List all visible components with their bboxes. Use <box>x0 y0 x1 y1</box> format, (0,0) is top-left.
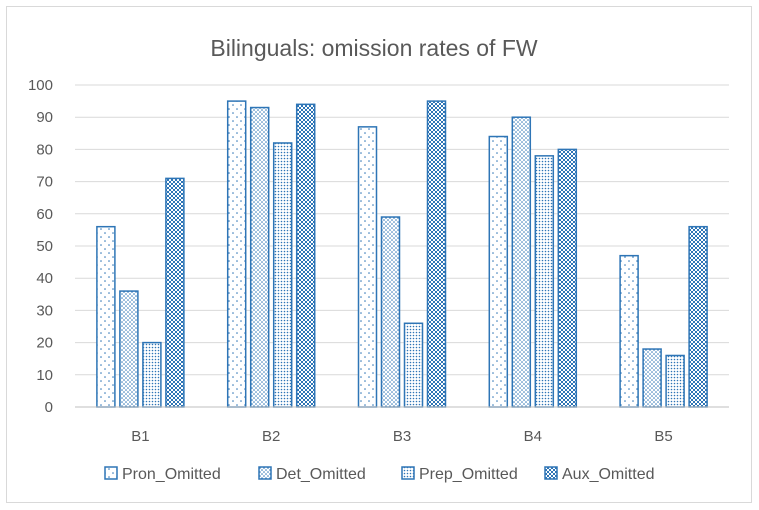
y-tick-label: 60 <box>36 206 53 223</box>
y-tick-label: 100 <box>28 77 53 94</box>
x-tick-label: B4 <box>524 428 542 445</box>
y-tick-label: 90 <box>36 109 53 126</box>
legend-swatch <box>401 466 415 480</box>
legend-label: Pron_Omitted <box>122 466 221 483</box>
bar-pron-omitted-b5 <box>619 254 639 408</box>
bar-aux-omitted-b1 <box>165 177 185 408</box>
legend-label: Aux_Omitted <box>562 466 654 483</box>
chart-title: Bilinguals: omission rates of FW <box>210 35 538 61</box>
y-tick-label: 40 <box>36 270 53 287</box>
bar-det-omitted-b1 <box>119 290 139 408</box>
bar-det-omitted-b4 <box>511 116 532 408</box>
legend-swatch <box>544 466 558 480</box>
bar-pron-omitted-b4 <box>488 135 509 408</box>
chart-frame: Bilinguals: omission rates of FW 0 10 20 30… <box>6 6 752 503</box>
legend-swatch <box>258 466 272 480</box>
bar-pron-omitted-b2 <box>226 100 247 408</box>
bar-prep-omitted-b3 <box>403 322 424 408</box>
x-axis-ticks: B1 B2 B3 B4 B5 <box>131 428 673 445</box>
bar-aux-omitted-b4 <box>557 148 578 408</box>
bar-det-omitted-b3 <box>380 216 401 408</box>
legend-label: Det_Omitted <box>276 466 366 483</box>
bar-aux-omitted-b2 <box>295 103 316 408</box>
y-axis-ticks: 0 10 20 30 40 50 60 70 80 90 100 <box>28 77 53 416</box>
legend: Pron_Omitted Det_Omitted Prep_Omitted Aux_O… <box>104 466 654 483</box>
y-tick-label: 0 <box>45 399 53 416</box>
y-tick-label: 70 <box>36 174 53 191</box>
bar-aux-omitted-b5 <box>688 225 708 408</box>
x-tick-label: B1 <box>131 428 149 445</box>
x-tick-label: B2 <box>262 428 280 445</box>
bar-prep-omitted-b1 <box>142 341 162 408</box>
bars <box>96 100 708 408</box>
bar-prep-omitted-b4 <box>534 155 555 408</box>
y-tick-label: 50 <box>36 238 53 255</box>
bar-prep-omitted-b2 <box>272 142 293 408</box>
bar-prep-omitted-b5 <box>665 354 685 408</box>
x-tick-label: B5 <box>654 428 672 445</box>
bar-det-omitted-b5 <box>642 348 662 408</box>
x-tick-label: B3 <box>393 428 411 445</box>
bar-det-omitted-b2 <box>249 106 270 408</box>
chart-svg: Bilinguals: omission rates of FW 0 10 20 30… <box>28 35 729 483</box>
bar-aux-omitted-b3 <box>426 100 447 408</box>
y-tick-label: 80 <box>36 141 53 158</box>
y-tick-label: 10 <box>36 367 53 384</box>
bar-pron-omitted-b3 <box>357 126 378 408</box>
legend-swatch <box>104 466 118 480</box>
y-tick-label: 30 <box>36 302 53 319</box>
legend-label: Prep_Omitted <box>419 466 518 483</box>
y-tick-label: 20 <box>36 335 53 352</box>
bar-pron-omitted-b1 <box>96 225 116 408</box>
